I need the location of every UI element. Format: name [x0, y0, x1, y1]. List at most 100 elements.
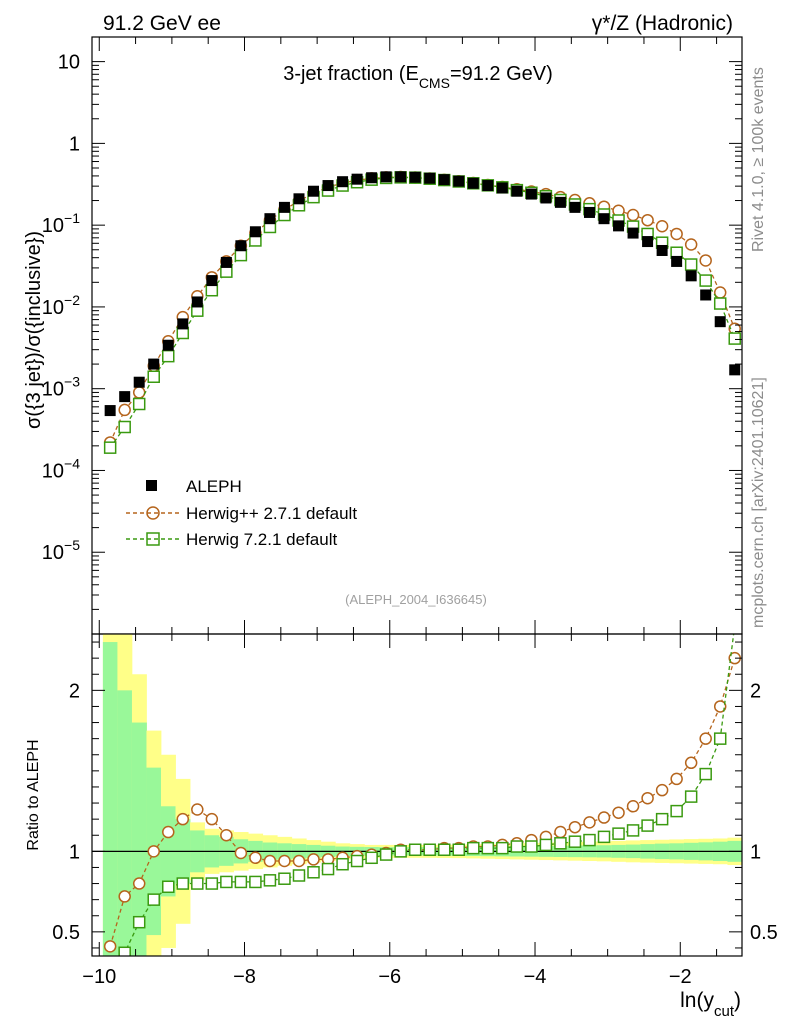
- herwigpp-main-point: [118, 403, 131, 417]
- herwigpp-ratio-point: [278, 854, 291, 868]
- herwig7-ratio-point: [292, 869, 306, 882]
- aleph-data-point: [729, 364, 741, 376]
- herwig7-main-point: [162, 349, 175, 363]
- aleph-data-point: [162, 339, 174, 351]
- herwig7-ratio-point: [365, 851, 378, 865]
- main-y-tick-label: 10: [58, 52, 80, 74]
- aleph-data-point: [351, 173, 363, 185]
- x-tick-label: −8: [233, 966, 256, 988]
- herwigpp-ratio-point: [626, 800, 640, 813]
- x-tick-label: −6: [378, 966, 401, 988]
- aleph-data-point: [511, 185, 523, 197]
- x-axis-label: ln(ycut): [680, 989, 741, 1020]
- herwig7-ratio-point: [641, 819, 654, 832]
- herwig7-ratio-line: [122, 634, 735, 956]
- herwigpp-ratio-point: [176, 812, 190, 826]
- herwigpp-ratio-point: [292, 854, 306, 868]
- herwig7-ratio-point: [147, 893, 160, 906]
- herwig7-main-point: [728, 332, 741, 345]
- aleph-data-point: [220, 256, 232, 268]
- herwig7-main-point: [118, 420, 131, 434]
- main-y-axis-label: σ({3 jet})/σ({inclusive}): [23, 231, 45, 429]
- herwig7-main-point: [205, 283, 219, 297]
- aleph-data-point: [482, 180, 494, 192]
- aleph-data-point: [613, 220, 625, 232]
- aleph-data-point: [148, 358, 160, 370]
- herwig7-main-point: [147, 370, 160, 383]
- herwig7-ratio-point: [394, 845, 407, 858]
- herwig7-main-point: [103, 441, 117, 454]
- herwig7-ratio-point: [699, 767, 712, 781]
- aleph-data-point: [177, 318, 189, 330]
- main-plot-panel: 3-jet fraction (ECMS=91.2 GeV) (ALEPH_20…: [42, 36, 743, 635]
- legend-label-herwigpp: Herwig++ 2.7.1 default: [186, 504, 357, 523]
- herwigpp-ratio-point: [612, 806, 625, 819]
- aleph-data-point: [264, 213, 276, 225]
- main-y-tick-label: 10−3: [42, 374, 80, 401]
- herwig7-ratio-point: [132, 915, 146, 929]
- herwig7-ratio-point: [162, 880, 175, 894]
- herwig7-ratio-point: [713, 732, 727, 745]
- herwig7-ratio-point: [583, 833, 596, 847]
- ratio-y-tick-label-right: 2: [750, 680, 761, 702]
- ratio-y-tick-label-right: 1: [750, 841, 761, 863]
- herwigpp-ratio-point: [641, 791, 654, 805]
- aleph-data-point: [249, 226, 261, 238]
- main-y-tick-label: 10−5: [42, 537, 80, 564]
- herwig7-ratio-point: [481, 841, 495, 855]
- herwigpp-main-point: [670, 227, 683, 241]
- herwig7-ratio-point: [539, 838, 553, 852]
- aleph-data-point: [438, 174, 450, 186]
- ratio-y-tick-label-right: 0.5: [750, 922, 778, 944]
- legend-marker-aleph: [146, 480, 157, 491]
- herwig7-ratio-point: [336, 857, 349, 871]
- herwig7-ratio-point: [321, 862, 335, 876]
- herwig7-ratio-point: [554, 837, 567, 850]
- main-y-tick-label: 10−4: [42, 455, 80, 482]
- aleph-data-point: [642, 236, 654, 248]
- aleph-data-point: [554, 196, 566, 208]
- herwigpp-ratio-point: [147, 845, 160, 858]
- herwig7-ratio-point: [408, 843, 422, 856]
- herwigpp-ratio-point: [554, 825, 567, 839]
- aleph-data-point: [569, 201, 581, 213]
- herwigpp-ratio-point: [205, 812, 219, 826]
- herwig7-ratio-point: [350, 854, 364, 868]
- herwigpp-ratio-point: [568, 820, 582, 834]
- ratio-plot-panel: −10 −8 −6 −4 −2 0.5 0.5 1 1 2 2: [52, 633, 778, 988]
- main-plot-content: [103, 170, 741, 454]
- aleph-data-point: [322, 180, 334, 192]
- herwig7-ratio-point: [612, 827, 625, 840]
- aleph-data-point: [191, 296, 203, 308]
- aleph-data-point: [293, 193, 305, 205]
- ratio-y-axis-label: Ratio to ALEPH: [25, 739, 42, 850]
- herwig7-main-point: [684, 258, 698, 271]
- herwigpp-main-point: [626, 208, 640, 222]
- aleph-data-point: [104, 405, 116, 417]
- band-inner-bin: [117, 690, 133, 956]
- ratio-frame: [91, 633, 743, 957]
- aleph-data-point: [671, 255, 683, 267]
- herwigpp-ratio-point: [583, 816, 596, 829]
- herwig7-main-point: [699, 274, 712, 287]
- legend: ALEPH Herwig++ 2.7.1 default Herwig 7.2.…: [126, 477, 357, 549]
- legend-label-herwig7: Herwig 7.2.1 default: [186, 530, 337, 549]
- herwig7-ratio-point: [220, 875, 233, 889]
- ratio-plot-axes: −10 −8 −6 −4 −2 0.5 0.5 1 1 2 2: [52, 633, 778, 988]
- aleph-data-point: [700, 289, 712, 301]
- x-tick-label: −2: [669, 966, 692, 988]
- mcplots-label: mcplots.cern.ch [arXiv:2401.10621]: [750, 377, 767, 628]
- herwig7-ratio-point: [597, 830, 611, 844]
- herwigpp-main-point: [655, 219, 669, 233]
- herwig7-ratio-point: [452, 843, 466, 856]
- herwigpp-ratio-point: [103, 940, 117, 953]
- herwigpp-ratio-point: [220, 829, 233, 842]
- herwig7-ratio-point: [176, 877, 190, 890]
- herwig7-ratio-point: [249, 875, 262, 889]
- aleph-data-point: [453, 175, 465, 187]
- aleph-data-point: [583, 206, 595, 218]
- herwig7-ratio-point: [278, 872, 291, 885]
- x-tick-label: −4: [524, 966, 547, 988]
- band-inner-bin: [131, 722, 147, 956]
- aleph-data-point: [337, 176, 349, 188]
